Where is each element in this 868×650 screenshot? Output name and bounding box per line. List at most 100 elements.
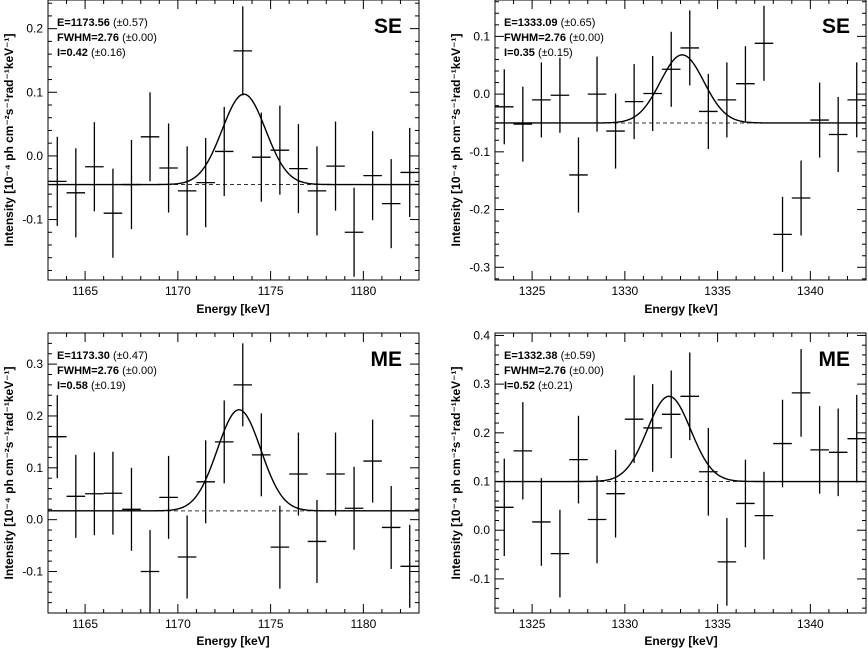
x-tick-label: 1170 (165, 284, 191, 298)
annotation-intensity: I=0.52 (±0.21) (504, 380, 573, 392)
data-point (307, 146, 327, 236)
data-point (532, 478, 551, 566)
data-point (550, 57, 570, 133)
panel-se-1173: 1165 1170 1175 1180 -0.1 0.0 0.1 0.2 E=1173.56… (2, 0, 420, 316)
annotation-fwhm: FWHM=2.76 (±0.00) (504, 32, 604, 44)
data-point (773, 399, 792, 488)
data-point (103, 451, 123, 535)
y-tick-label: 0.0 (26, 149, 43, 163)
data-point (159, 123, 178, 213)
data-point (363, 419, 382, 503)
panel-me-1332: 1325 1330 1335 1340 -0.1 0.0 0.1 0.2 0.3 0.4 E=1… (449, 328, 867, 648)
annotation-energy: E=1173.30 (±0.47) (57, 350, 148, 362)
data-point (569, 137, 588, 213)
y-tick-label: -0.1 (22, 213, 43, 227)
y-tick-label: -0.1 (22, 565, 43, 579)
x-tick-label: 1180 (350, 617, 376, 631)
x-tick-label: 1330 (611, 617, 638, 631)
data-marks (48, 343, 419, 613)
y-tick-label: -0.1 (469, 145, 490, 159)
x-axis-label: Energy [keV] (196, 634, 269, 648)
y-axis-label: Intensity [10⁻⁴ ph cm⁻²s⁻¹rad⁻¹keV⁻¹] (449, 34, 463, 247)
data-point (344, 187, 364, 277)
y-tick-label: 0.3 (473, 377, 490, 391)
annotation-intensity: I=0.58 (±0.19) (57, 380, 126, 392)
data-point (344, 466, 364, 550)
data-point (550, 509, 570, 598)
data-point (177, 146, 197, 236)
data-point (214, 106, 234, 196)
data-point (569, 415, 588, 504)
data-point (159, 455, 178, 539)
data-point (140, 530, 160, 613)
annotation-intensity: I=0.42 (±0.16) (57, 47, 126, 59)
y-ticks: -0.3 -0.2 -0.1 0.0 0.1 (469, 1, 866, 280)
data-point (680, 352, 700, 441)
data-point (177, 515, 197, 599)
gaussian-fit-curve (495, 395, 866, 483)
y-ticks: -0.1 0.0 0.1 0.2 0.3 0.4 (469, 328, 866, 609)
x-tick-label: 1165 (72, 284, 98, 298)
gaussian-fit-curve (495, 54, 866, 124)
annotation-energy: E=1173.56 (±0.57) (57, 17, 148, 29)
data-point (66, 454, 86, 538)
data-point (326, 121, 345, 211)
x-ticks: 1325 1330 1335 1340 (494, 333, 867, 631)
panel-se-1333: 1325 1330 1335 1340 -0.3 -0.2 -0.1 0.0 0.1 E=13… (449, 0, 867, 316)
y-axis-label: Intensity [10⁻⁴ ph cm⁻²s⁻¹rad⁻¹keV⁻¹] (2, 34, 16, 247)
x-ticks: 1325 1330 1335 1340 (494, 0, 867, 298)
data-point (587, 56, 607, 132)
panel-label: ME (371, 348, 403, 371)
gaussian-fit-curve (48, 409, 419, 512)
x-tick-label: 1175 (258, 284, 284, 298)
x-tick-label: 1330 (611, 284, 638, 298)
data-point (495, 69, 514, 145)
data-point (736, 46, 755, 122)
data-point (196, 138, 215, 228)
data-point (661, 370, 681, 459)
x-axis-label: Energy [keV] (644, 302, 717, 316)
y-tick-label: 0.0 (473, 523, 490, 537)
data-point (643, 384, 662, 472)
y-tick-label: 0.2 (26, 22, 43, 36)
data-point (233, 6, 253, 96)
data-point (754, 471, 774, 560)
data-point (754, 5, 774, 81)
y-ticks: -0.1 0.0 0.1 0.2 (22, 2, 419, 271)
data-point (643, 56, 662, 132)
annotation-fwhm: FWHM=2.76 (±0.00) (57, 365, 157, 377)
annotation-energy: E=1333.09 (±0.65) (504, 17, 595, 29)
data-point (381, 159, 401, 249)
data-point (791, 160, 811, 236)
data-point (717, 62, 737, 138)
x-tick-label: 1325 (519, 284, 546, 298)
data-point (699, 73, 718, 149)
y-tick-label: 0.1 (26, 85, 43, 99)
data-point (85, 452, 104, 536)
data-point (307, 499, 327, 583)
data-point (587, 475, 607, 564)
x-tick-label: 1335 (704, 284, 731, 298)
data-point (810, 82, 829, 158)
y-axis-label: Intensity [10⁻⁴ ph cm⁻²s⁻¹rad⁻¹keV⁻¹] (449, 367, 463, 580)
gaussian-fit-curve (48, 93, 419, 186)
y-ticks: -0.1 0.0 0.1 0.2 0.3 (22, 332, 419, 614)
data-point (810, 406, 829, 494)
annotation-fwhm: FWHM=2.76 (±0.00) (504, 365, 604, 377)
data-point (400, 127, 419, 217)
data-point (233, 343, 253, 427)
y-tick-label: -0.1 (469, 572, 490, 586)
data-point (791, 349, 811, 437)
y-tick-label: 0.1 (473, 475, 490, 489)
data-point (680, 10, 700, 86)
data-point (661, 31, 681, 107)
data-point (122, 140, 141, 230)
data-point (606, 449, 625, 538)
data-point (289, 432, 308, 516)
y-tick-label: 0.2 (26, 409, 43, 423)
data-point (532, 62, 551, 138)
data-point (847, 62, 866, 138)
data-point (122, 467, 141, 551)
panel-me-1173: 1165 1170 1175 1180 -0.1 0.0 0.1 0.2 0.3 E=1173… (2, 332, 420, 648)
